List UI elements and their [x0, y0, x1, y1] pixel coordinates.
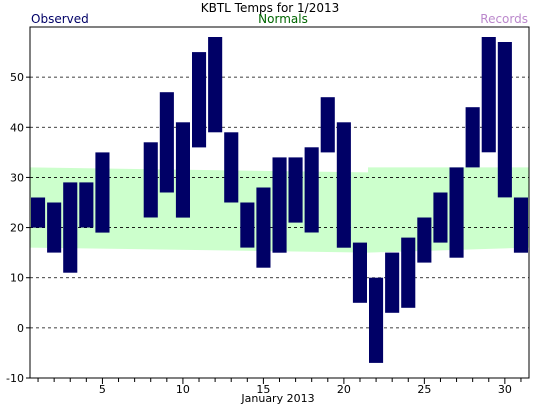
observed-bar-day-13 — [224, 132, 239, 203]
observed-bar-day-8 — [143, 142, 158, 218]
x-tick-label-15: 15 — [256, 383, 270, 396]
y-tick-label-0: 0 — [17, 322, 24, 335]
observed-bar-day-19 — [320, 97, 335, 153]
y-tick-label-50: 50 — [10, 71, 24, 84]
x-tick-label-5: 5 — [99, 383, 106, 396]
observed-bar-day-3 — [63, 182, 78, 273]
observed-bar-day-24 — [401, 237, 416, 308]
x-tick-label-25: 25 — [417, 383, 431, 396]
observed-bar-day-10 — [175, 122, 190, 218]
observed-bar-day-9 — [159, 92, 174, 193]
observed-bar-day-26 — [433, 192, 448, 243]
observed-bar-day-11 — [192, 52, 207, 148]
observed-bar-day-25 — [417, 217, 432, 263]
observed-bar-day-30 — [497, 42, 512, 198]
ticks-layer: -10 0 10 20 30 40 50 5 10 15 20 25 30 — [6, 71, 522, 396]
observed-bar-day-21 — [352, 242, 367, 303]
y-tick-label-20: 20 — [10, 222, 24, 235]
y-tick-label-40: 40 — [10, 121, 24, 134]
legend-observed: Observed — [31, 12, 89, 26]
observed-bar-day-16 — [272, 157, 287, 253]
observed-bar-day-23 — [385, 252, 400, 313]
observed-bar-day-22 — [369, 277, 384, 363]
chart-title: KBTL Temps for 1/2013 — [201, 1, 340, 15]
observed-bar-day-1 — [31, 197, 46, 228]
observed-bar-day-20 — [336, 122, 351, 248]
x-tick-label-10: 10 — [176, 383, 190, 396]
observed-bar-day-31 — [513, 197, 528, 253]
y-tick-label-30: 30 — [10, 171, 24, 184]
y-tick-label--10: -10 — [6, 372, 24, 385]
y-tick-label-10: 10 — [10, 272, 24, 285]
x-tick-label-30: 30 — [498, 383, 512, 396]
observed-bar-day-17 — [288, 157, 303, 223]
observed-bars-layer — [31, 37, 528, 363]
observed-bar-day-27 — [449, 167, 464, 258]
x-axis-label: January 2013 — [240, 392, 314, 405]
x-tick-label-20: 20 — [337, 383, 351, 396]
observed-bar-day-14 — [240, 202, 255, 248]
observed-bar-day-5 — [95, 152, 110, 233]
observed-bar-day-28 — [465, 107, 480, 168]
observed-bar-day-12 — [208, 37, 223, 133]
observed-bar-day-4 — [79, 182, 94, 228]
observed-bar-day-15 — [256, 187, 271, 268]
legend-normals: Normals — [258, 12, 308, 26]
observed-bar-day-18 — [304, 147, 319, 233]
legend-records: Records — [480, 12, 528, 26]
observed-bar-day-2 — [47, 202, 62, 253]
observed-bar-day-29 — [481, 37, 496, 153]
